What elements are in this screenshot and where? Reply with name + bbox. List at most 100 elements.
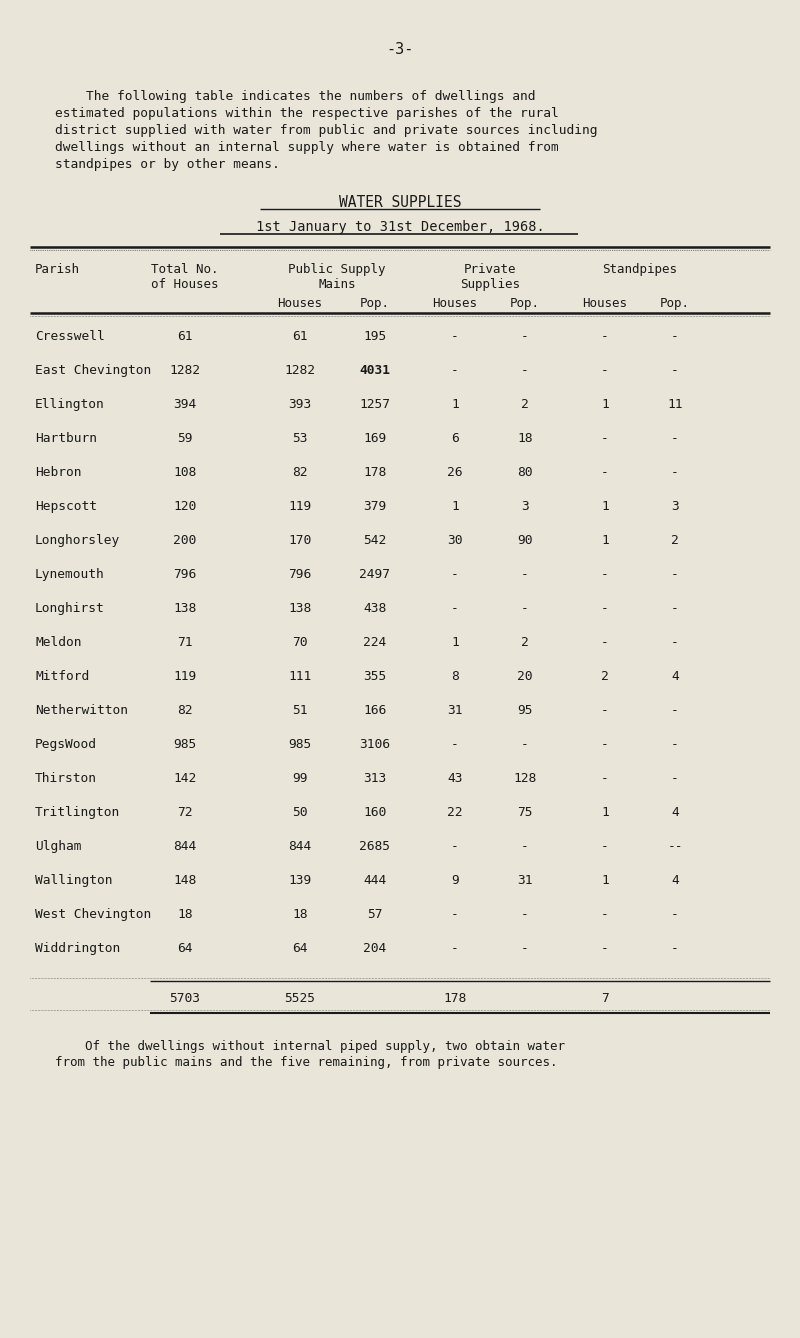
Text: Total No.
of Houses: Total No. of Houses: [151, 264, 218, 290]
Text: 51: 51: [292, 704, 308, 717]
Text: WATER SUPPLIES: WATER SUPPLIES: [338, 195, 462, 210]
Text: -: -: [601, 840, 609, 854]
Text: 99: 99: [292, 772, 308, 785]
Text: -: -: [521, 330, 529, 343]
Text: Widdrington: Widdrington: [35, 942, 120, 955]
Text: 95: 95: [518, 704, 533, 717]
Text: 1: 1: [601, 805, 609, 819]
Text: -: -: [451, 602, 459, 615]
Text: 119: 119: [174, 670, 197, 682]
Text: Wallington: Wallington: [35, 874, 113, 887]
Text: -: -: [671, 432, 679, 446]
Text: -: -: [521, 909, 529, 921]
Text: 70: 70: [292, 636, 308, 649]
Text: 9: 9: [451, 874, 459, 887]
Text: -: -: [451, 739, 459, 751]
Text: -: -: [671, 739, 679, 751]
Text: 61: 61: [292, 330, 308, 343]
Text: Pop.: Pop.: [360, 297, 390, 310]
Text: 178: 178: [363, 466, 386, 479]
Text: 108: 108: [174, 466, 197, 479]
Text: 204: 204: [363, 942, 386, 955]
Text: 1: 1: [601, 500, 609, 512]
Text: 61: 61: [178, 330, 193, 343]
Text: 178: 178: [443, 991, 466, 1005]
Text: 64: 64: [292, 942, 308, 955]
Text: standpipes or by other means.: standpipes or by other means.: [55, 158, 280, 171]
Text: 90: 90: [518, 534, 533, 547]
Text: -: -: [601, 602, 609, 615]
Text: -: -: [671, 704, 679, 717]
Text: 438: 438: [363, 602, 386, 615]
Text: 2: 2: [521, 397, 529, 411]
Text: West Chevington: West Chevington: [35, 909, 151, 921]
Text: 59: 59: [178, 432, 193, 446]
Text: 313: 313: [363, 772, 386, 785]
Text: -: -: [601, 772, 609, 785]
Text: 355: 355: [363, 670, 386, 682]
Text: 1257: 1257: [359, 397, 390, 411]
Text: 844: 844: [174, 840, 197, 854]
Text: Houses: Houses: [278, 297, 322, 310]
Text: 1: 1: [451, 500, 459, 512]
Text: 142: 142: [174, 772, 197, 785]
Text: from the public mains and the five remaining, from private sources.: from the public mains and the five remai…: [55, 1056, 558, 1069]
Text: Longhorsley: Longhorsley: [35, 534, 120, 547]
Text: 1st January to 31st December, 1968.: 1st January to 31st December, 1968.: [256, 219, 544, 234]
Text: -: -: [671, 364, 679, 377]
Text: -: -: [601, 330, 609, 343]
Text: 64: 64: [178, 942, 193, 955]
Text: -: -: [671, 942, 679, 955]
Text: Parish: Parish: [35, 264, 80, 276]
Text: Netherwitton: Netherwitton: [35, 704, 128, 717]
Text: -: -: [521, 364, 529, 377]
Text: 1: 1: [601, 397, 609, 411]
Text: 82: 82: [292, 466, 308, 479]
Text: -: -: [671, 569, 679, 581]
Text: -: -: [601, 739, 609, 751]
Text: -: -: [671, 330, 679, 343]
Text: 111: 111: [288, 670, 312, 682]
Text: Hepscott: Hepscott: [35, 500, 97, 512]
Text: 985: 985: [288, 739, 312, 751]
Text: 166: 166: [363, 704, 386, 717]
Text: 31: 31: [518, 874, 533, 887]
Text: 22: 22: [447, 805, 462, 819]
Text: Thirston: Thirston: [35, 772, 97, 785]
Text: -: -: [451, 330, 459, 343]
Text: 138: 138: [288, 602, 312, 615]
Text: -: -: [601, 364, 609, 377]
Text: 6: 6: [451, 432, 459, 446]
Text: 796: 796: [174, 569, 197, 581]
Text: 2: 2: [601, 670, 609, 682]
Text: 3: 3: [521, 500, 529, 512]
Text: 72: 72: [178, 805, 193, 819]
Text: -: -: [451, 909, 459, 921]
Text: 119: 119: [288, 500, 312, 512]
Text: 2685: 2685: [359, 840, 390, 854]
Text: -: -: [521, 840, 529, 854]
Text: Ellington: Ellington: [35, 397, 105, 411]
Text: -: -: [451, 569, 459, 581]
Text: Mitford: Mitford: [35, 670, 90, 682]
Text: 53: 53: [292, 432, 308, 446]
Text: 1: 1: [601, 534, 609, 547]
Text: 80: 80: [518, 466, 533, 479]
Text: Public Supply
Mains: Public Supply Mains: [288, 264, 386, 290]
Text: -: -: [671, 466, 679, 479]
Text: PegsWood: PegsWood: [35, 739, 97, 751]
Text: 57: 57: [367, 909, 382, 921]
Text: 8: 8: [451, 670, 459, 682]
Text: -: -: [601, 466, 609, 479]
Text: -: -: [451, 840, 459, 854]
Text: 120: 120: [174, 500, 197, 512]
Text: -: -: [671, 602, 679, 615]
Text: 3106: 3106: [359, 739, 390, 751]
Text: 128: 128: [514, 772, 537, 785]
Text: 43: 43: [447, 772, 462, 785]
Text: -: -: [521, 569, 529, 581]
Text: Tritlington: Tritlington: [35, 805, 120, 819]
Text: 30: 30: [447, 534, 462, 547]
Text: Ulgham: Ulgham: [35, 840, 82, 854]
Text: estimated populations within the respective parishes of the rural: estimated populations within the respect…: [55, 107, 558, 120]
